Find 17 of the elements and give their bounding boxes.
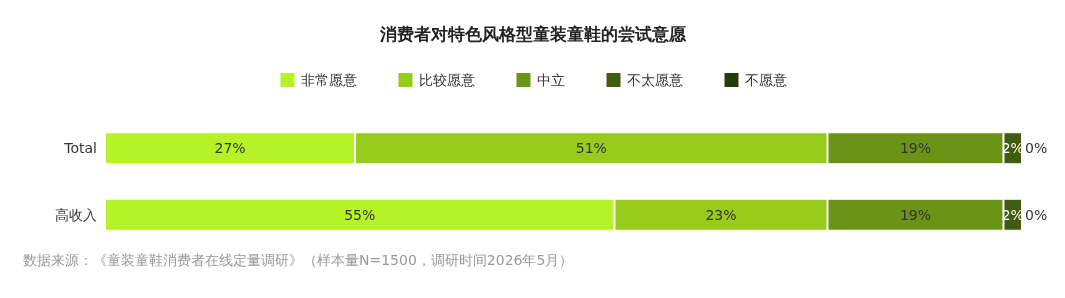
source-note: 数据来源：《童装童鞋消费者在线定量调研》（样本量N=1500，调研时间2026年5月） — [23, 252, 574, 268]
legend-label: 非常愿意 — [300, 72, 357, 88]
legend-label: 不太愿意 — [626, 72, 683, 88]
legend-label: 中立 — [536, 72, 565, 88]
legend-label: 不愿意 — [744, 72, 787, 88]
data-label: 19% — [899, 140, 932, 157]
data-label: 55% — [344, 206, 376, 223]
data-label: 0% — [1025, 140, 1048, 157]
y-tick-label: Total — [63, 140, 97, 157]
data-label: 27% — [214, 140, 246, 157]
y-tick-label: 高收入 — [55, 206, 97, 223]
data-label: 23% — [705, 206, 737, 223]
data-label: 19% — [899, 206, 932, 223]
data-label: 0% — [1025, 206, 1048, 223]
chart-title: 消费者对特色风格型童装童鞋的尝试意愿 — [378, 23, 687, 44]
legend-label: 比较愿意 — [418, 72, 475, 88]
data-label: 51% — [575, 140, 607, 157]
